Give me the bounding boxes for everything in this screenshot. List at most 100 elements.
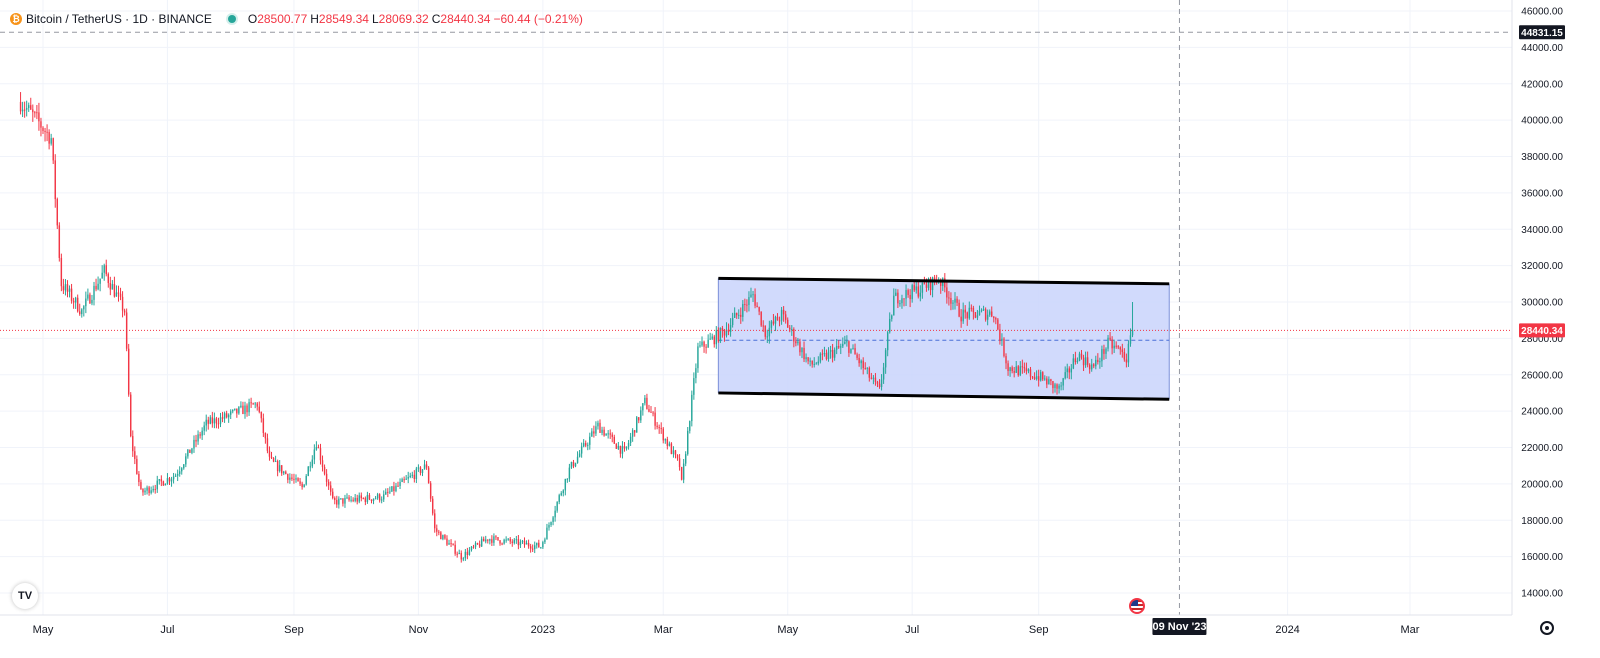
candle-body: [370, 499, 373, 501]
time-tick-label: Jul: [905, 624, 919, 636]
candle-body: [631, 430, 634, 437]
candle-body: [682, 463, 685, 480]
candle-body: [293, 478, 295, 480]
candle-body: [838, 346, 840, 348]
candle-body: [138, 473, 140, 483]
candle-body: [615, 443, 618, 449]
price-tick-label: 46000.00: [1521, 7, 1563, 18]
candle-body: [668, 443, 671, 446]
candle-body: [950, 297, 952, 304]
candle-body: [72, 300, 75, 303]
candle-body: [1005, 356, 1007, 364]
candle-body: [864, 368, 866, 370]
candle-body: [1007, 363, 1009, 372]
close-value: 28440.34: [440, 12, 491, 26]
price-tick-label: 42000.00: [1521, 79, 1563, 90]
candle-body: [793, 329, 795, 342]
tradingview-logo-icon[interactable]: TV: [12, 583, 38, 609]
candle-body: [181, 468, 183, 472]
gear-icon[interactable]: [1540, 621, 1554, 635]
candle-body: [174, 475, 177, 477]
symbol-title[interactable]: Bitcoin / TetherUS · 1D · BINANCE: [26, 12, 212, 26]
candle-body: [556, 501, 558, 511]
candle-body: [319, 448, 322, 461]
candle-body: [536, 542, 538, 546]
candle-body: [97, 283, 99, 290]
candle-body: [327, 481, 330, 486]
candle-body: [109, 283, 112, 290]
change-value: −60.44 (−0.21%): [493, 12, 583, 26]
candle-body: [385, 491, 387, 495]
candle-body: [456, 553, 458, 555]
candle-body: [497, 537, 499, 541]
candle-body: [840, 346, 842, 348]
us-flag-icon[interactable]: [1129, 598, 1145, 614]
candle-body: [572, 461, 575, 467]
candle-body: [411, 474, 414, 476]
candle-body: [203, 425, 205, 431]
candle-body: [242, 405, 244, 415]
candle-body: [1021, 366, 1024, 368]
candle-body: [195, 439, 197, 442]
candle-body: [60, 257, 63, 287]
candle-body: [123, 310, 126, 313]
candle-body: [1068, 368, 1070, 373]
candle-body: [101, 272, 103, 279]
candle-body: [903, 298, 905, 300]
candle-body: [752, 294, 754, 296]
candle-body: [707, 339, 709, 348]
candle-body: [835, 346, 838, 350]
candle-body: [552, 517, 554, 523]
candle-body: [1001, 338, 1003, 341]
candle-body: [623, 446, 626, 449]
candle-body: [850, 348, 852, 353]
candle-body: [778, 320, 781, 322]
candle-body: [742, 304, 744, 317]
candle-body: [946, 287, 948, 298]
candle-body: [982, 309, 985, 311]
candle-body: [735, 312, 738, 316]
candle-body: [597, 422, 599, 427]
candle-body: [260, 411, 263, 419]
candle-body: [611, 434, 613, 437]
candle-body: [232, 409, 234, 412]
last-price-label: 28440.34: [1521, 326, 1563, 337]
price-tick-label: 28000.00: [1521, 334, 1563, 345]
candle-body: [699, 345, 701, 347]
candle-body: [1115, 345, 1117, 347]
candle-body: [458, 552, 460, 555]
candle-body: [442, 535, 444, 540]
candle-body: [817, 361, 820, 364]
candle-body: [1035, 376, 1038, 380]
candle-body: [42, 127, 44, 131]
candle-body: [276, 461, 279, 472]
candle-body: [64, 284, 67, 291]
candle-body: [476, 543, 479, 545]
price-tick-label: 34000.00: [1521, 225, 1563, 236]
candle-body: [527, 542, 530, 547]
candle-body: [725, 329, 728, 336]
candle-body: [931, 277, 934, 291]
candle-body: [115, 292, 118, 297]
candle-body: [748, 297, 750, 305]
candle-body: [85, 298, 87, 307]
candle-body: [178, 471, 181, 474]
candle-body: [801, 347, 803, 353]
candle-body: [760, 311, 762, 326]
candle-body: [889, 318, 891, 333]
candle-body: [221, 417, 224, 419]
candle-body: [599, 422, 601, 433]
candle-body: [256, 403, 258, 407]
candle-body: [823, 353, 826, 355]
candle-body: [58, 225, 61, 258]
candle-body: [1070, 368, 1073, 373]
candle-body: [68, 288, 71, 292]
candle-body: [419, 467, 422, 473]
market-status-icon: [227, 15, 236, 23]
candle-body: [523, 540, 526, 545]
candle-body: [1060, 385, 1062, 387]
candle-body: [533, 545, 536, 550]
symbol-header[interactable]: ₿ Bitcoin / TetherUS · 1D · BINANCE O 285…: [10, 10, 586, 28]
candle-body: [350, 499, 352, 501]
